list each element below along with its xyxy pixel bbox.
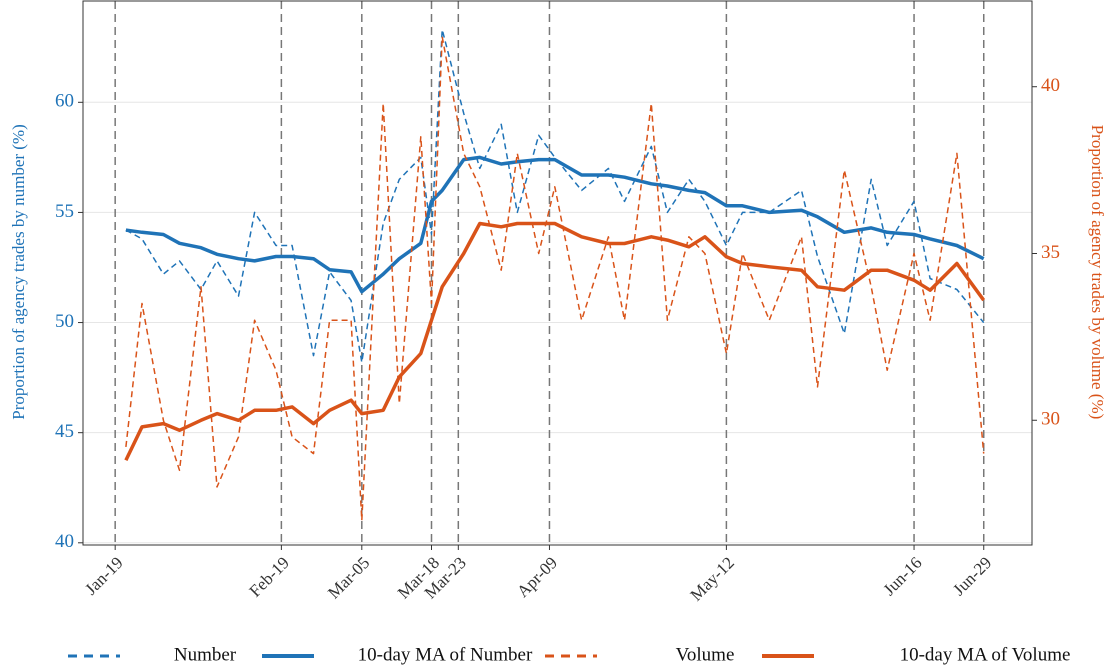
- legend-label: Number: [174, 644, 237, 665]
- series-line: [125, 35, 985, 522]
- y2-axis-label: Proportion of agency trades by volume (%…: [1088, 125, 1107, 420]
- series-line: [125, 155, 985, 294]
- legend-label: 10-day MA of Number: [358, 644, 533, 665]
- series-line: [125, 28, 985, 363]
- y-tick-label: 55: [55, 201, 74, 222]
- y2-tick-label: 40: [1041, 75, 1060, 96]
- legend-label: Volume: [676, 644, 735, 665]
- x-tick-label: Jun-29: [949, 553, 995, 599]
- y-tick-label: 50: [55, 311, 74, 332]
- y2-tick-label: 30: [1041, 409, 1060, 430]
- y-axis-label: Proportion of agency trades by number (%…: [9, 124, 28, 420]
- x-tick-label: Mar-05: [324, 553, 373, 602]
- y-tick-label: 40: [55, 531, 74, 552]
- plot-frame: [82, 0, 1033, 546]
- x-tick-label: Apr-09: [513, 553, 561, 601]
- x-tick-label: Jun-16: [879, 553, 925, 599]
- x-tick-label: Jan-19: [81, 553, 126, 598]
- x-tick-label: Feb-19: [245, 553, 292, 600]
- y2-tick-label: 35: [1041, 242, 1060, 263]
- legend-label: 10-day MA of Volume: [900, 644, 1071, 665]
- y-tick-label: 45: [55, 421, 74, 442]
- y-tick-label: 60: [55, 91, 74, 112]
- series-line: [124, 221, 986, 462]
- x-tick-label: May-12: [686, 553, 737, 604]
